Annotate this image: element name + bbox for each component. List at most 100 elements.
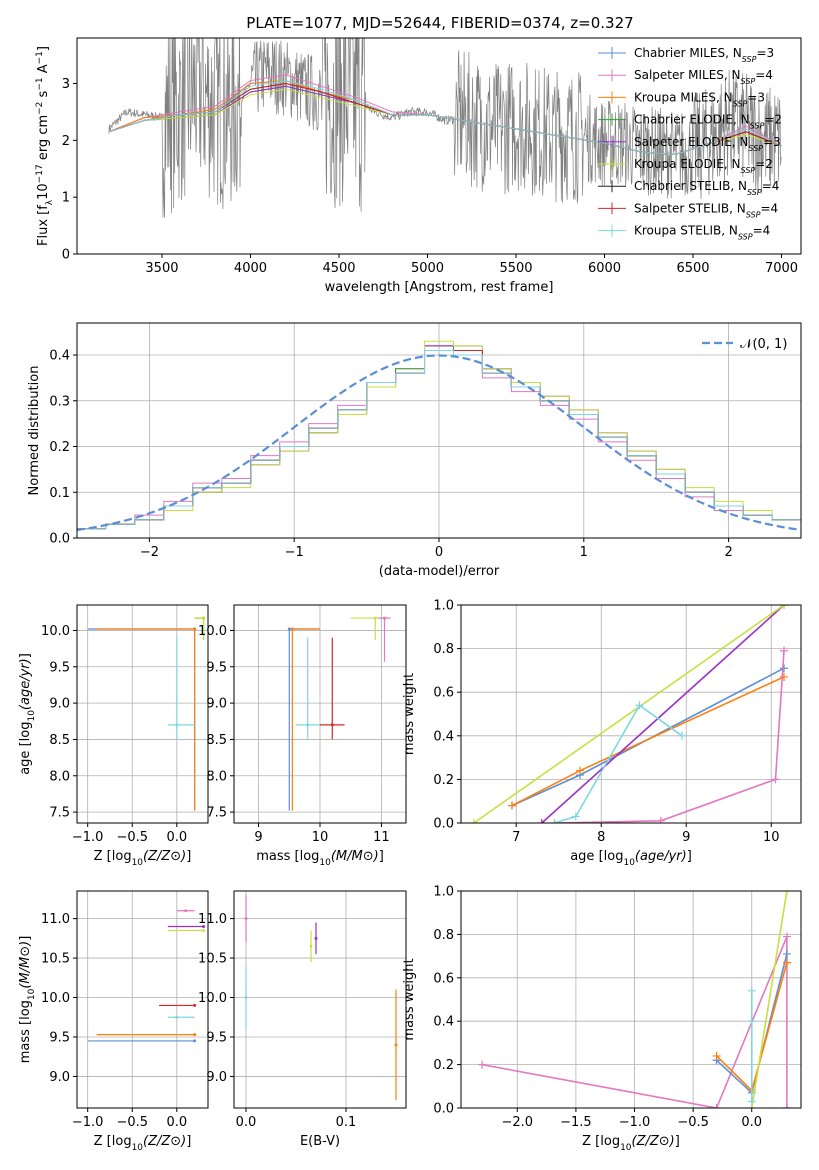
y-axis-label-part: λ — [45, 199, 55, 205]
x-tick-label: 11 — [373, 830, 390, 845]
x-tick-label: 1 — [580, 545, 588, 560]
y-tick-label: 8.5 — [49, 733, 70, 748]
axes-frame — [233, 890, 407, 1109]
y-tick-label: 10.0 — [198, 624, 227, 639]
data-point — [193, 1033, 197, 1037]
legend-label-suffix: =4 — [755, 68, 773, 82]
x-tick-label: −0.5 — [116, 1115, 148, 1130]
x-axis-label-part: Z [log — [582, 1134, 620, 1149]
y-axis-label-part: ] — [18, 653, 33, 658]
y-tick-label: 10.0 — [198, 991, 227, 1006]
y-tick-label: 11.0 — [198, 912, 227, 927]
y-tick-label: 0.4 — [433, 729, 454, 744]
x-axis-label-sub: 10 — [623, 858, 635, 868]
y-axis-label: mass weight — [402, 673, 417, 755]
histogram-step — [77, 349, 801, 538]
y-axis-label-sub: 10 — [27, 988, 37, 1000]
legend-label-sub: SSP — [746, 210, 761, 219]
y-tick-label: 7.5 — [206, 806, 227, 821]
x-axis-label-part: (age/yr) — [635, 849, 687, 864]
weight-marker — [771, 775, 780, 784]
data-point — [330, 723, 334, 727]
x-tick-label: −1.0 — [619, 1115, 651, 1130]
x-axis-label-part: age [log — [570, 849, 623, 864]
legend-label: Kroupa MILES, NSSP=3 — [634, 90, 765, 108]
x-tick-label: 0.0 — [166, 830, 187, 845]
weight-marker — [782, 949, 791, 958]
weight-marker — [747, 1017, 756, 1026]
data-point — [394, 1043, 398, 1047]
legend-label-suffix: =3 — [747, 90, 765, 104]
legend-label-sub: SSP — [748, 143, 763, 152]
y-tick-label: 0.1 — [49, 486, 70, 501]
legend-label: Chabrier MILES, NSSP=3 — [634, 46, 774, 64]
y-tick-label: 11.0 — [41, 912, 70, 927]
x-tick-label: 6500 — [676, 261, 709, 276]
legend-label: Chabrier ELODIE, NSSP=2 — [634, 113, 782, 131]
weight-marker — [782, 891, 791, 895]
y-tick-label: 9.5 — [206, 660, 227, 675]
legend-label-suffix: =4 — [760, 201, 778, 215]
y-tick-label: 0.8 — [433, 928, 454, 943]
y-tick-label: 9.0 — [49, 1070, 70, 1085]
x-axis-label-part: ] — [186, 1134, 191, 1149]
data-point — [244, 917, 248, 921]
legend-label-main: Kroupa MILES, N — [634, 90, 733, 104]
data-point — [287, 627, 291, 631]
legend-label-suffix: =4 — [753, 224, 771, 238]
x-axis-label: age [log10(age/yr)] — [570, 849, 692, 868]
legend-label-suffix: =4 — [762, 179, 780, 193]
weight-marker — [712, 1051, 721, 1060]
weight-marker — [508, 801, 516, 810]
x-axis-label-part: (Z/Z⊙) — [143, 849, 186, 864]
x-axis-label-part: Z [log — [94, 1134, 132, 1149]
legend-label-sub: SSP — [747, 188, 762, 197]
axes-frame — [76, 604, 209, 824]
legend-label-main: Chabrier STELIB, N — [634, 179, 747, 193]
chart-panel-3 — [230, 604, 407, 827]
legend-label-sub: SSP — [741, 77, 756, 86]
legend-label-main: Kroupa ELODIE, N — [634, 157, 741, 171]
x-axis-label-sub: 10 — [132, 858, 144, 868]
weight-line — [541, 605, 785, 823]
chart-panel-1 — [73, 322, 802, 542]
weight-marker — [782, 932, 791, 941]
y-tick-label: 0.3 — [49, 394, 70, 409]
y-tick-label: 0 — [62, 248, 70, 263]
chart-panel-6 — [230, 890, 407, 1112]
y-axis-label-part: 10 — [36, 183, 51, 200]
y-axis-label-part: ] — [18, 936, 33, 941]
plot-area — [77, 323, 801, 538]
x-tick-label: −1.0 — [72, 830, 104, 845]
x-tick-label: 8 — [597, 830, 605, 845]
legend-label-suffix: =2 — [764, 113, 782, 127]
x-axis-label-part: (Z/Z⊙) — [143, 1134, 186, 1149]
data-point — [290, 627, 294, 631]
x-axis-label-part: (Z/Z⊙) — [632, 1134, 675, 1149]
x-axis-label: (data-model)/error — [379, 564, 500, 579]
weight-marker — [780, 646, 788, 655]
x-axis-label-part: ] — [687, 849, 692, 864]
x-axis-label-part: ] — [379, 849, 384, 864]
data-point — [175, 723, 179, 727]
weight-marker — [571, 812, 580, 821]
weight-marker — [712, 1104, 721, 1108]
x-axis-label-part: Z [log — [94, 849, 132, 864]
y-tick-label: 0.2 — [49, 440, 70, 455]
y-axis-label-part: erg cm — [36, 115, 51, 164]
weight-marker — [780, 672, 788, 681]
chart-panel-0 — [73, 37, 802, 258]
legend-label-main: Salpeter STELIB, N — [634, 201, 746, 215]
x-tick-label: 0.1 — [336, 1115, 357, 1130]
x-tick-label: 0 — [435, 545, 443, 560]
y-axis-label: mass weight — [402, 958, 417, 1040]
y-axis-label: Flux [fλ10−17 erg cm−2 s−1 A−1] — [35, 46, 55, 246]
y-tick-label: 7.5 — [49, 806, 70, 821]
plot-area — [77, 605, 208, 823]
x-tick-label: 0.0 — [166, 1115, 187, 1130]
x-axis-label: Z [log10(Z/Z⊙)] — [94, 1134, 192, 1153]
x-tick-label: −1.5 — [560, 1115, 592, 1130]
y-tick-label: 8.0 — [49, 769, 70, 784]
data-point — [193, 1039, 197, 1043]
